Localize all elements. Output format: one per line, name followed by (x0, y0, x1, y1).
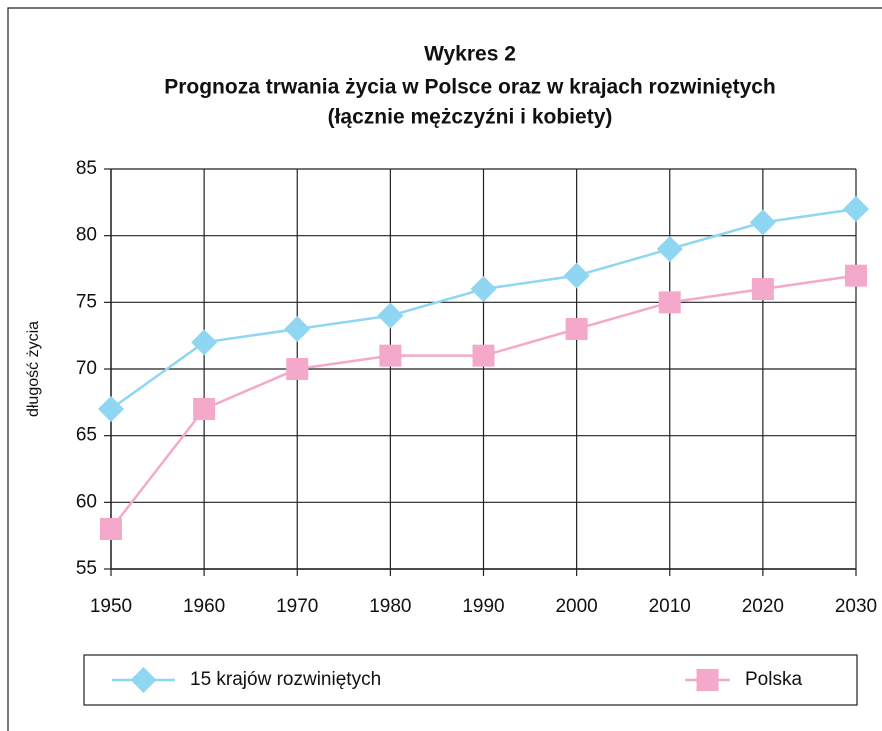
chart-subtitle: Prognoza trwania życia w Polsce oraz w k… (164, 76, 776, 99)
x-tick-label: 2000 (555, 596, 597, 617)
y-tick-label: 70 (76, 358, 97, 379)
x-tick-label: 2030 (835, 596, 877, 617)
legend-marker (130, 667, 157, 693)
data-point (843, 196, 869, 222)
data-point (98, 396, 124, 422)
y-tick-label: 80 (76, 225, 97, 246)
x-tick-label: 1980 (369, 596, 411, 617)
data-point (377, 302, 404, 329)
data-point (284, 316, 311, 342)
data-point (286, 358, 309, 380)
chart-title: Wykres 2 (424, 43, 516, 66)
data-point (749, 209, 776, 236)
data-point (656, 236, 683, 262)
legend-label: Polska (745, 669, 802, 690)
y-tick-label: 85 (76, 158, 97, 179)
x-tick-label: 1950 (90, 596, 132, 617)
x-tick-label: 1970 (276, 596, 318, 617)
legend-box (83, 654, 858, 706)
data-point (565, 318, 588, 340)
data-point (751, 278, 774, 300)
data-point (379, 344, 402, 367)
x-tick-label: 1960 (183, 596, 225, 617)
legend-label: 15 krajów rozwiniętych (190, 669, 381, 690)
y-tick-label: 60 (76, 491, 97, 512)
y-tick-label: 55 (76, 558, 97, 579)
data-point (100, 518, 122, 540)
frame (7, 7, 882, 731)
x-tick-label: 2010 (649, 596, 691, 617)
data-point (472, 344, 495, 367)
data-point (191, 329, 218, 356)
data-point (470, 276, 497, 302)
x-tick-label: 1990 (462, 596, 504, 617)
y-tick-label: 65 (76, 425, 97, 446)
y-axis-label: długość życia (25, 321, 42, 417)
data-point (658, 291, 681, 314)
data-point (193, 398, 216, 420)
legend-marker (696, 669, 719, 691)
data-point (563, 262, 590, 289)
y-tick-label: 75 (76, 291, 97, 312)
x-tick-label: 2020 (742, 596, 784, 617)
data-point (845, 264, 867, 287)
chart-subtitle: (łącznie mężczyźni i kobiety) (328, 106, 613, 129)
